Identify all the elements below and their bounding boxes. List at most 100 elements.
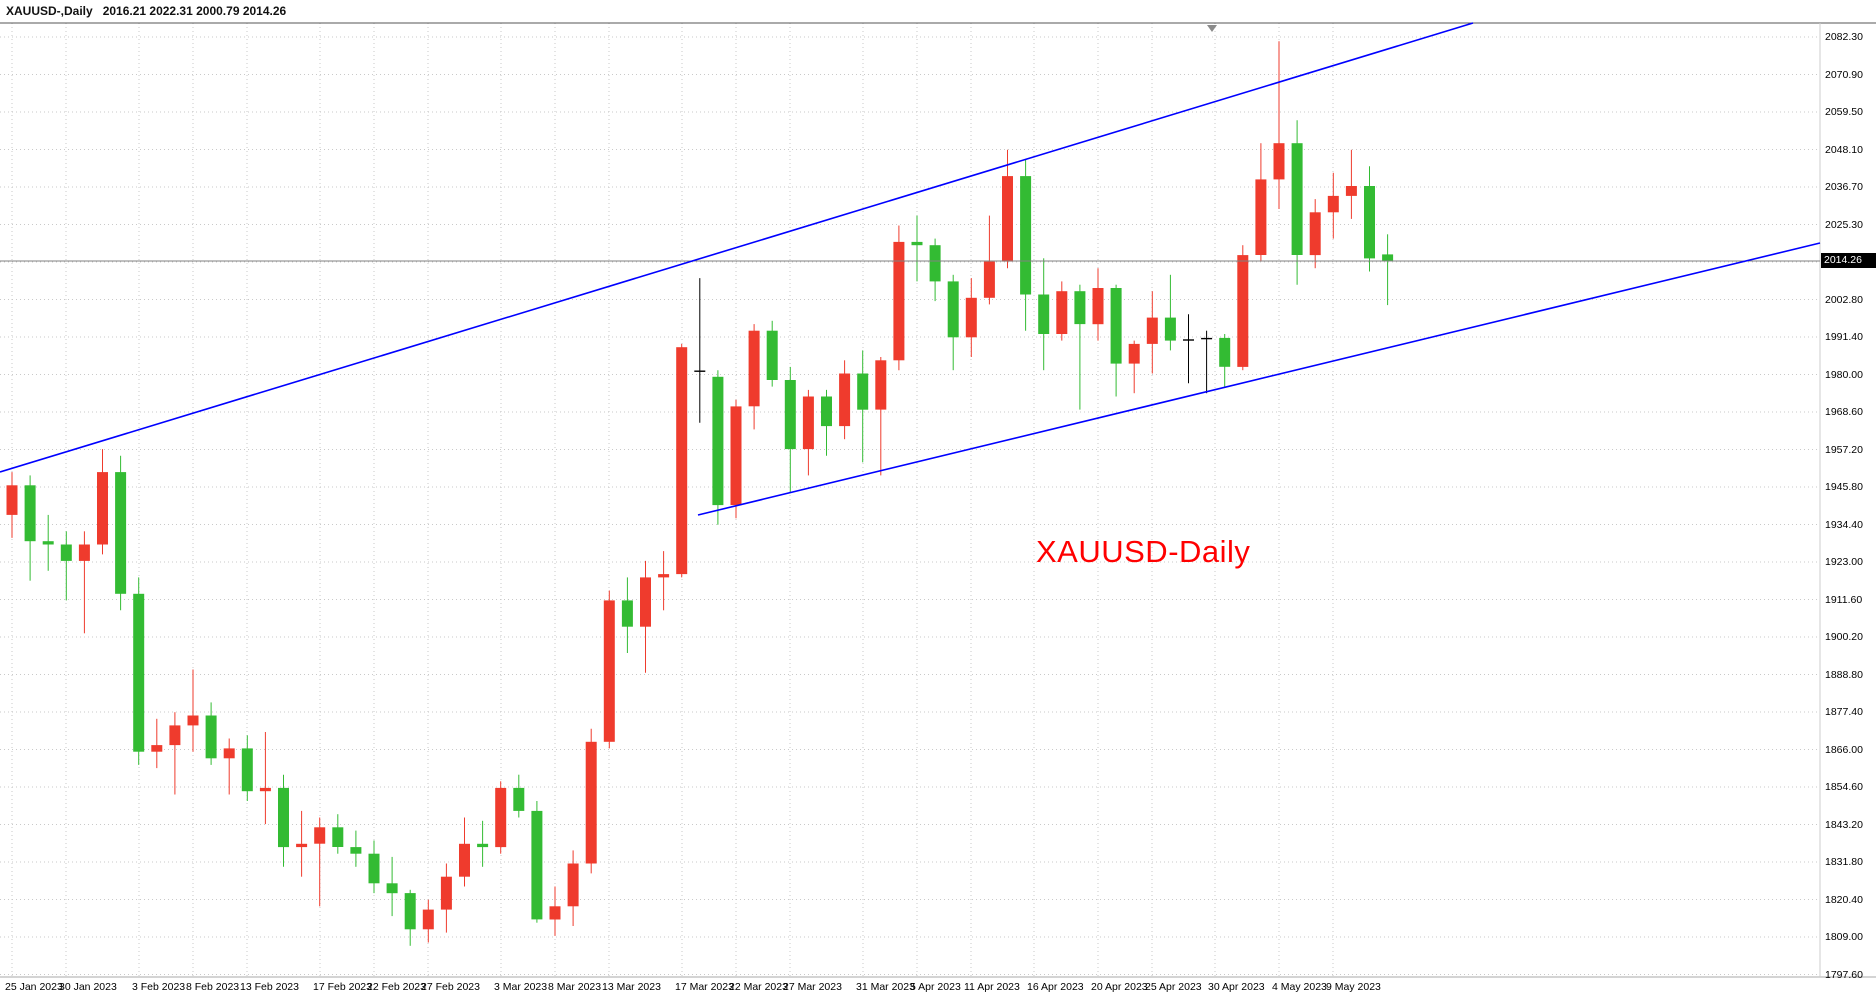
- time-axis-label: 25 Jan 2023: [5, 981, 63, 993]
- price-axis-label: 2059.50: [1825, 106, 1863, 118]
- chart-text-annotation[interactable]: XAUUSD-Daily: [1036, 534, 1251, 569]
- candle-body: [983, 261, 995, 298]
- candle-body: [1110, 288, 1122, 364]
- candle-body: [839, 373, 851, 427]
- candle-body: [422, 909, 434, 930]
- time-axis-label: 3 Feb 2023: [132, 981, 186, 993]
- candle-body: [223, 748, 235, 759]
- time-axis-label: 30 Jan 2023: [59, 981, 117, 993]
- candle-body: [730, 406, 742, 506]
- candle-body: [929, 245, 941, 282]
- price-axis-label: 1911.60: [1825, 593, 1863, 606]
- candle-body: [1164, 317, 1176, 341]
- candle-body: [78, 544, 90, 561]
- price-axis-label: 1900.20: [1825, 631, 1863, 643]
- candle-body: [278, 787, 289, 848]
- price-axis-label: 2002.80: [1825, 293, 1863, 306]
- candle-body: [187, 715, 199, 726]
- candle-body: [314, 827, 326, 844]
- candle-body: [1092, 288, 1104, 325]
- candle-body: [1309, 212, 1321, 256]
- price-axis-label: 1923.00: [1825, 556, 1863, 568]
- time-axis-label: 22 Feb 2023: [367, 981, 426, 993]
- price-axis-label: 1957.20: [1825, 443, 1863, 456]
- candle-body: [1128, 343, 1140, 364]
- time-axis-label: 17 Feb 2023: [313, 981, 372, 993]
- price-axis-label: 1843.20: [1825, 818, 1863, 831]
- candle-body: [24, 485, 36, 542]
- candle-body: [495, 787, 507, 848]
- candle-body: [6, 485, 18, 515]
- candle-body: [802, 396, 814, 450]
- price-axis-label: 1991.40: [1825, 331, 1863, 343]
- candle-body: [1020, 176, 1032, 295]
- candle-body: [603, 600, 615, 742]
- candle-body: [1219, 337, 1231, 367]
- time-axis-label: 4 May 2023: [1272, 981, 1327, 993]
- price-axis-label: 1854.60: [1825, 781, 1863, 793]
- candle-body: [205, 715, 217, 759]
- candle-body: [97, 472, 108, 545]
- candle-body: [911, 241, 923, 246]
- candle-body: [676, 347, 688, 575]
- candle-body: [748, 330, 760, 407]
- chart-shift-marker[interactable]: [1207, 25, 1217, 32]
- price-axis-label: 2025.30: [1825, 218, 1863, 231]
- price-axis-label: 1831.80: [1825, 856, 1863, 868]
- candles: [6, 41, 1394, 946]
- candle-body: [1364, 186, 1375, 259]
- candle-body: [368, 853, 380, 884]
- price-axis-label: 1980.00: [1825, 368, 1863, 381]
- time-axis-label: 20 Apr 2023: [1091, 981, 1148, 993]
- candle-body: [1056, 291, 1068, 334]
- candle-body: [42, 541, 54, 545]
- candle-body: [169, 725, 181, 746]
- candle-body: [1327, 195, 1339, 213]
- candle-body: [1345, 186, 1357, 196]
- time-axis-label: 22 Mar 2023: [729, 981, 788, 993]
- candle-body: [296, 843, 308, 848]
- candle-body: [115, 472, 127, 594]
- ohlc-readout: 2016.21 2022.31 2000.79 2014.26: [102, 4, 287, 18]
- price-axis-label: 1877.40: [1825, 706, 1863, 718]
- time-axis-label: 27 Feb 2023: [421, 981, 480, 993]
- candle-body: [893, 241, 905, 361]
- candle-body: [875, 360, 887, 410]
- price-axis-label: 2082.30: [1825, 31, 1863, 43]
- candle-body: [567, 863, 579, 907]
- candle-body: [1382, 254, 1394, 261]
- grid-horizontal: [0, 36, 1820, 975]
- candle-body: [1201, 337, 1213, 340]
- trendline-channel-upper[interactable]: [0, 22, 1474, 473]
- symbol-timeframe-label: XAUUSD-,Daily: [6, 4, 93, 18]
- price-axis-label: 1797.60: [1825, 968, 1863, 981]
- time-axis-label: 25 Apr 2023: [1145, 981, 1202, 993]
- candle-body: [621, 600, 633, 627]
- price-axis-label: 1968.60: [1825, 406, 1863, 418]
- candle-body: [712, 376, 724, 506]
- price-axis-label: 1945.80: [1825, 481, 1863, 493]
- candle-body: [640, 577, 651, 627]
- candle-body: [965, 297, 977, 338]
- time-axis-label: 17 Mar 2023: [675, 981, 734, 993]
- candle-body: [459, 843, 470, 877]
- price-axis-label: 1820.40: [1825, 893, 1863, 906]
- candle-body: [1146, 317, 1158, 344]
- time-axis-label: 3 Mar 2023: [494, 981, 548, 993]
- candle-body: [513, 787, 525, 811]
- candle-body: [1038, 294, 1050, 334]
- time-axis-label: 16 Apr 2023: [1027, 981, 1084, 993]
- candle-body: [1291, 143, 1303, 255]
- price-axis-label: 1934.40: [1825, 518, 1863, 531]
- time-axis-label: 9 May 2023: [1326, 981, 1381, 993]
- time-axis-label: 30 Apr 2023: [1208, 981, 1265, 993]
- current-price-tag: 2014.26: [1821, 253, 1876, 268]
- price-axis-label: 2036.70: [1825, 181, 1863, 193]
- candle-body: [151, 745, 163, 752]
- candle-body: [766, 330, 778, 380]
- candle-body: [259, 787, 271, 792]
- trendline-channel-lower[interactable]: [697, 242, 1821, 516]
